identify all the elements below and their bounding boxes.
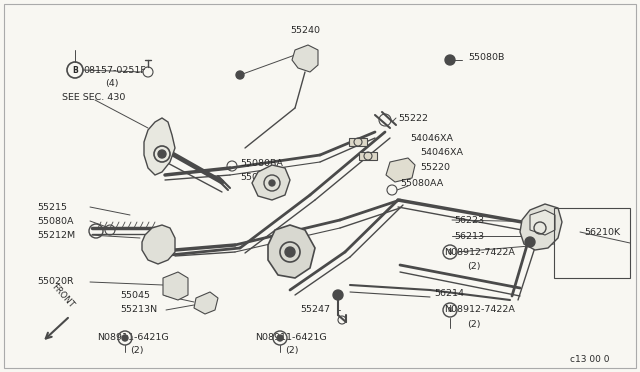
- Circle shape: [333, 290, 343, 300]
- Polygon shape: [520, 204, 562, 250]
- Text: N08912-7422A: N08912-7422A: [444, 247, 515, 257]
- Text: 56210K: 56210K: [584, 228, 620, 237]
- Text: 55215: 55215: [37, 202, 67, 212]
- Text: 55220: 55220: [420, 163, 450, 171]
- Text: (2): (2): [467, 263, 481, 272]
- Bar: [349, 138, 367, 146]
- Polygon shape: [386, 158, 415, 182]
- Polygon shape: [292, 45, 318, 72]
- Text: c13 00 0: c13 00 0: [570, 356, 609, 365]
- Text: 55080A: 55080A: [37, 217, 74, 225]
- Text: 55213N: 55213N: [120, 305, 157, 314]
- Text: 55020R: 55020R: [37, 278, 74, 286]
- Polygon shape: [530, 210, 555, 235]
- Text: N: N: [447, 249, 452, 255]
- Bar: [359, 152, 377, 160]
- Circle shape: [525, 237, 535, 247]
- Text: 55247: 55247: [300, 305, 330, 314]
- Text: 55222: 55222: [398, 113, 428, 122]
- Text: 56213: 56213: [454, 231, 484, 241]
- Text: FRONT: FRONT: [50, 283, 76, 310]
- Text: 55080BA: 55080BA: [240, 158, 283, 167]
- Text: N: N: [122, 335, 127, 341]
- Polygon shape: [142, 225, 175, 264]
- Circle shape: [158, 150, 166, 158]
- Text: (2): (2): [467, 321, 481, 330]
- Text: 56214: 56214: [434, 289, 464, 298]
- Text: 55240: 55240: [290, 26, 320, 35]
- Text: SEE SEC. 430: SEE SEC. 430: [62, 93, 125, 102]
- Text: 54046XA: 54046XA: [420, 148, 463, 157]
- Text: (2): (2): [130, 346, 143, 355]
- Text: N08911-6421G: N08911-6421G: [97, 334, 168, 343]
- Text: N08911-6421G: N08911-6421G: [255, 334, 326, 343]
- Text: (4): (4): [105, 78, 118, 87]
- Text: 55050: 55050: [240, 173, 270, 182]
- Polygon shape: [252, 165, 290, 200]
- Circle shape: [445, 55, 455, 65]
- Text: 55080AA: 55080AA: [400, 179, 444, 187]
- Circle shape: [122, 335, 128, 341]
- Circle shape: [236, 71, 244, 79]
- Polygon shape: [163, 272, 188, 300]
- Circle shape: [285, 247, 295, 257]
- Polygon shape: [144, 118, 175, 175]
- Text: 56223: 56223: [454, 215, 484, 224]
- Polygon shape: [194, 292, 218, 314]
- Text: (2): (2): [285, 346, 298, 355]
- Text: N: N: [277, 335, 283, 341]
- Circle shape: [269, 180, 275, 186]
- Polygon shape: [268, 225, 315, 278]
- Text: 55045: 55045: [120, 292, 150, 301]
- Text: N08912-7422A: N08912-7422A: [444, 305, 515, 314]
- Bar: [554, 208, 630, 278]
- Text: 08157-0251F: 08157-0251F: [83, 65, 146, 74]
- Text: 55212M: 55212M: [37, 231, 75, 240]
- Circle shape: [277, 335, 283, 341]
- Text: N: N: [447, 307, 452, 313]
- Text: 54046XA: 54046XA: [410, 134, 453, 142]
- Text: B: B: [72, 65, 78, 74]
- Text: 55080B: 55080B: [468, 52, 504, 61]
